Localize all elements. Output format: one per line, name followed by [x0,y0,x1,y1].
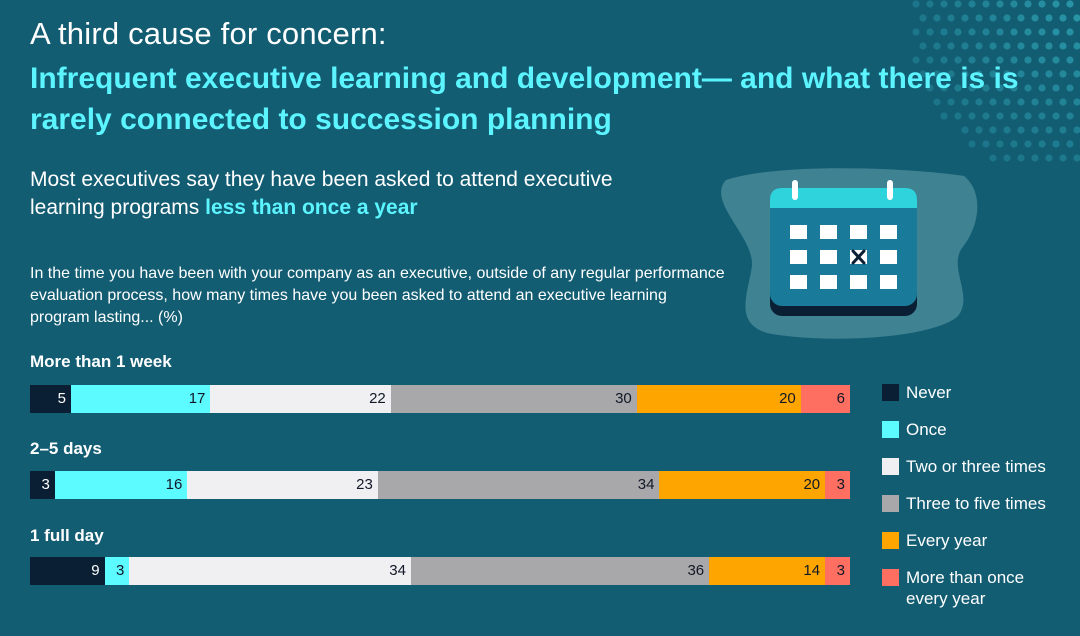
legend-label: Two or three times [906,457,1046,476]
legend-swatch [882,384,899,401]
decorative-dot-pattern [912,0,1080,162]
stacked-bar: 5 17 22 30 20 6 [30,385,850,413]
bar-segment: 34 [377,471,660,499]
bar-segment: 36 [410,557,710,585]
legend-label: Never [906,383,952,402]
legend-item: Three to five times [882,493,1056,514]
page-title: A third cause for concern: [30,16,387,51]
legend-label: More than once every year [906,568,1025,608]
page-headline: Infrequent executive learning and develo… [30,62,1019,136]
bar-segment: 5 [30,385,71,413]
calendar-icon [721,168,978,339]
legend-swatch [882,458,899,475]
legend-swatch [882,532,899,549]
legend-item: Once [882,419,1056,440]
legend-item: Two or three times [882,456,1056,477]
bar-segment: 20 [659,471,826,499]
bar-category-label: 2–5 days [30,439,102,458]
bar-segment: 20 [636,385,801,413]
legend-label: Once [906,420,947,439]
bar-segment: 14 [709,557,826,585]
legend-swatch [882,495,899,512]
legend-item: More than once every year [882,567,1056,609]
survey-question: In the time you have been with your comp… [30,265,725,326]
legend-swatch [882,421,899,438]
legend-label: Three to five times [906,494,1046,513]
subtitle-highlight: less than once a year [205,196,418,219]
bar-segment: 3 [30,471,55,499]
legend-item: Every year [882,530,1056,551]
bar-segment: 3 [825,471,850,499]
subtitle: Most executives say they have been asked… [30,166,670,222]
bar-segment: 16 [54,471,188,499]
bar-segment: 9 [30,557,105,585]
stacked-bar: 3 16 23 34 20 3 [30,471,850,499]
legend-label: Every year [906,531,988,550]
bar-segment: 23 [187,471,378,499]
stacked-bar: 9 3 34 36 14 3 [30,557,850,585]
bar-category-label: More than 1 week [30,352,172,371]
legend-swatch [882,569,899,586]
bar-category-label: 1 full day [30,526,104,545]
subtitle-text: Most executives say they have been asked… [30,168,613,219]
bar-segment: 17 [71,385,211,413]
bar-segment: 3 [104,557,130,585]
bar-segment: 22 [210,385,391,413]
chart-legend: Never Once Two or three times Three to five… [882,382,1056,609]
bar-segment: 3 [825,557,850,585]
bar-segment: 34 [129,557,411,585]
legend-item: Never [882,382,1056,403]
bar-segment: 6 [800,385,850,413]
bar-segment: 30 [390,385,637,413]
